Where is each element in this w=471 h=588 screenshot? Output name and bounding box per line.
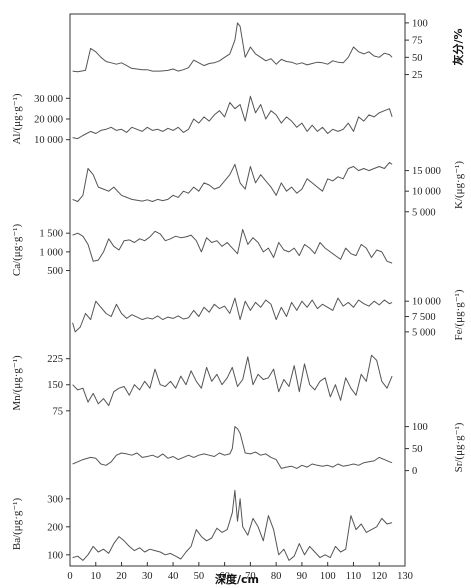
panel-fe: 5 000 7 500 10 000 Fe/(μg·g⁻¹) — [72, 289, 465, 341]
y-tick-label-mn-2: 225 — [47, 354, 63, 365]
x-tick-label-5: 50 — [194, 571, 205, 582]
y-tick-label-ba-2: 300 — [47, 494, 63, 505]
y-tick-label-ash-3: 100 — [412, 18, 428, 29]
y-tick-label-fe-1: 7 500 — [412, 312, 436, 323]
x-tick-label-6: 60 — [219, 571, 230, 582]
y-tick-label-al-0: 10 000 — [34, 135, 63, 146]
panel-k: 5 000 10 000 15 000 K/(μg·g⁻¹) — [72, 161, 465, 218]
y-tick-label-ash-0: 25 — [412, 70, 423, 81]
y-tick-label-ca-0: 500 — [47, 266, 63, 277]
x-tick-label-8: 80 — [271, 571, 282, 582]
y-axis-title-ash: 灰分/% — [451, 28, 465, 65]
series-line-sr — [72, 426, 393, 469]
y-axis-title-ca: Ca/(μg·g⁻¹) — [11, 224, 23, 277]
x-axis-title: 深度/cm — [215, 572, 259, 586]
y-tick-label-al-2: 30 000 — [34, 94, 63, 105]
y-tick-label-k-0: 5 000 — [412, 207, 436, 218]
y-tick-label-sr-2: 100 — [412, 422, 428, 433]
series-line-mn — [72, 354, 393, 407]
y-axis-title-sr: Sr/(μg·g⁻¹) — [453, 422, 465, 472]
y-axis-title-fe: Fe/(μg·g⁻¹) — [453, 289, 465, 340]
y-axis-title-mn: Mn/(μg·g⁻¹) — [11, 355, 23, 411]
y-axis-title-al: Al/(μg·g⁻¹) — [11, 93, 23, 144]
series-line-al — [72, 95, 393, 140]
y-tick-label-k-1: 10 000 — [412, 187, 441, 198]
y-tick-label-al-1: 20 000 — [34, 115, 63, 126]
panel-ca: 500 1 000 1 500 Ca/(μg·g⁻¹) — [11, 224, 393, 277]
x-tick-label-3: 30 — [142, 571, 153, 582]
y-tick-label-mn-0: 75 — [53, 406, 64, 417]
series-line-ca — [72, 229, 393, 264]
plot-frame — [69, 13, 406, 567]
x-tick-label-1: 10 — [91, 571, 102, 582]
y-tick-label-k-2: 15 000 — [412, 166, 441, 177]
panel-ash: 25 50 75 100 灰分/% — [72, 18, 465, 81]
y-tick-label-sr-1: 50 — [412, 444, 423, 455]
y-tick-label-ba-1: 200 — [47, 522, 63, 533]
series-line-ba — [72, 489, 393, 561]
x-tick-label-13: 130 — [397, 571, 413, 582]
panel-mn: 75 150 225 Mn/(μg·g⁻¹) — [11, 354, 393, 417]
panel-sr: 0 50 100 Sr/(μg·g⁻¹) — [72, 422, 465, 477]
y-tick-label-mn-1: 150 — [47, 380, 63, 391]
y-tick-label-ca-2: 1 500 — [39, 229, 63, 240]
x-tick-label-11: 110 — [346, 571, 361, 582]
panel-ba: 100 200 300 Ba/(μg·g⁻¹) — [11, 489, 393, 561]
series-line-ash — [72, 22, 393, 73]
x-tick-label-10: 100 — [320, 571, 336, 582]
x-tick-label-2: 20 — [116, 571, 127, 582]
y-tick-label-sr-0: 0 — [412, 466, 417, 477]
y-tick-label-fe-2: 10 000 — [412, 297, 441, 308]
x-tick-label-12: 120 — [371, 571, 387, 582]
y-axis-title-ba: Ba/(μg·g⁻¹) — [11, 498, 23, 551]
x-tick-label-9: 90 — [297, 571, 308, 582]
y-tick-label-ca-1: 1 000 — [39, 247, 63, 258]
series-line-fe — [72, 297, 393, 333]
y-axis-title-k: K/(μg·g⁻¹) — [453, 161, 465, 209]
panel-al: 10 000 20 000 30 000 Al/(μg·g⁻¹) — [11, 93, 393, 146]
y-tick-label-fe-0: 5 000 — [412, 327, 436, 338]
y-tick-label-ash-2: 75 — [412, 36, 423, 47]
panels-layer: 25 50 75 100 灰分/% 10 000 20 000 30 000 Al/(μg·g⁻… — [11, 18, 465, 561]
y-tick-label-ash-1: 50 — [412, 53, 423, 64]
x-tick-label-0: 0 — [67, 571, 72, 582]
y-tick-label-ba-0: 100 — [47, 550, 63, 561]
series-line-k — [72, 161, 393, 202]
x-axis: 0 10 20 30 40 50 60 70 80 90 100 110 120 130 — [67, 562, 413, 582]
x-tick-label-7: 70 — [245, 571, 256, 582]
x-tick-label-4: 40 — [168, 571, 179, 582]
